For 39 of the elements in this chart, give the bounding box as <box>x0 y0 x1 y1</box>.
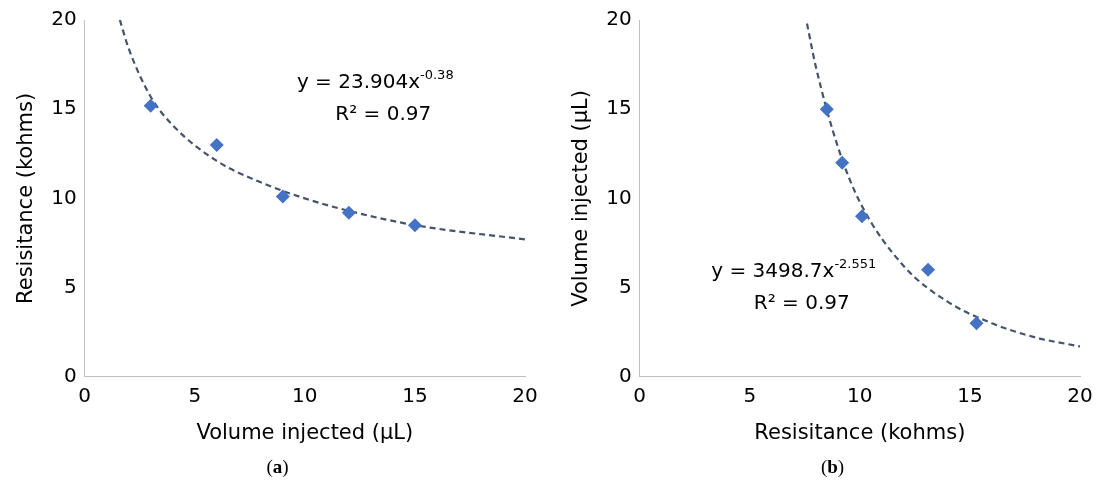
y-axis-title: Volume injected (µL) <box>568 89 593 307</box>
y-tick-label: 5 <box>618 273 632 298</box>
y-tick-label: 15 <box>606 95 632 120</box>
x-tick-label: 0 <box>633 383 647 407</box>
text: (a) <box>265 456 290 478</box>
point <box>969 316 984 331</box>
x-tick-label: 0 <box>78 383 92 407</box>
annotation: R² = 0.97 <box>753 289 850 314</box>
line-series <box>118 20 525 241</box>
x-tick-label: 15 <box>402 383 428 407</box>
point <box>209 137 224 152</box>
y-tick-label: 15 <box>51 95 77 120</box>
x-axis-title: Resisitance (kohms) <box>754 419 966 444</box>
x-tick-label: 15 <box>957 383 983 407</box>
annotation: R² = 0.97 <box>335 100 432 125</box>
y-tick-label: 0 <box>618 363 632 387</box>
point <box>341 205 356 220</box>
x-tick-label: 20 <box>1067 383 1093 407</box>
y-axis-title: Resisitance (kohms) <box>13 92 38 304</box>
point <box>143 98 158 113</box>
x-tick-label: 20 <box>512 383 538 407</box>
text: (b) <box>819 456 846 478</box>
point <box>855 209 870 224</box>
y-tick-label: 0 <box>63 363 77 387</box>
x-tick-label: 10 <box>847 383 873 407</box>
point <box>275 189 290 204</box>
y-tick-label: 10 <box>606 184 632 209</box>
y-tick-label: 20 <box>51 6 77 31</box>
x-tick-label: 10 <box>292 383 318 407</box>
y-tick-label: 20 <box>606 6 632 31</box>
y-tick-label: 5 <box>63 273 77 298</box>
x-axis-title: Volume injected (µL) <box>196 419 414 444</box>
point <box>835 155 850 170</box>
y-tick-label: 10 <box>51 184 77 209</box>
point <box>819 102 834 117</box>
point <box>407 218 422 233</box>
point <box>921 262 936 277</box>
x-tick-label: 5 <box>188 383 202 407</box>
x-tick-label: 5 <box>743 383 757 407</box>
